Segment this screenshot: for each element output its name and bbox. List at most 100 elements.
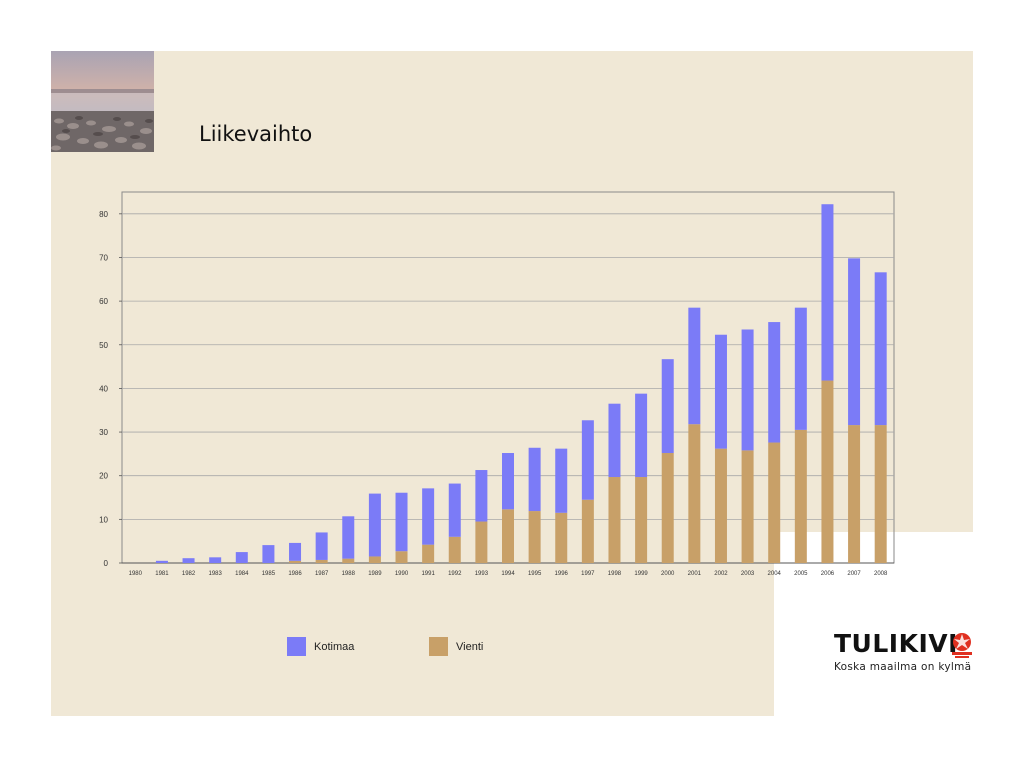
y-tick-label: 70 [99,253,108,262]
x-tick-label: 1986 [288,571,302,577]
bar-kotimaa [714,334,727,449]
flame-logo-icon [952,633,972,658]
x-tick-label: 1988 [342,571,356,577]
bar-kotimaa [475,470,488,522]
x-tick-label: 2004 [768,571,782,577]
y-tick-label: 10 [99,515,108,524]
x-tick-label: 2001 [688,571,702,577]
bar-vienti [342,558,355,563]
x-tick-label: 1984 [235,571,249,577]
bar-vienti [448,536,461,563]
revenue-bar-chart: 0 10 20 30 40 50 60 70 80 1980 1981 1982 1983 1984 198… [99,191,895,577]
bar-kotimaa [368,493,381,557]
slide-title: Liikevaihto [199,122,313,146]
y-tick-label: 80 [99,210,108,219]
bar-vienti [395,551,408,563]
bar-kotimaa [155,560,168,563]
x-tick-label: 1987 [315,571,329,577]
bar-kotimaa [741,329,754,451]
logo-tagline: Koska maailma on kylmä [834,661,972,673]
beach-photo [51,51,154,152]
bar-kotimaa [821,204,834,381]
x-tick-label: 1993 [475,571,489,577]
x-tick-label: 1991 [421,571,435,577]
bar-kotimaa [874,272,887,426]
bar-kotimaa [581,420,594,500]
bar-vienti [315,559,328,563]
bar-kotimaa [688,307,701,425]
bar-vienti [422,544,435,563]
x-tick-label: 1981 [155,571,169,577]
bar-kotimaa [262,545,275,563]
x-tick-label: 2007 [847,571,861,577]
x-tick-label: 2000 [661,571,675,577]
bar-vienti [528,511,541,563]
slide-background-lower [51,531,774,716]
x-tick-label: 1996 [555,571,569,577]
legend-item-kotimaa: Kotimaa [287,637,354,656]
x-tick-label: 2003 [741,571,755,577]
x-tick-label: 2005 [794,571,808,577]
x-tick-label: 2002 [714,571,728,577]
bar-kotimaa [422,488,435,545]
bar-vienti [475,521,488,563]
bar-vienti [688,424,701,563]
bar-kotimaa [555,448,568,513]
bar-kotimaa [794,307,807,430]
x-tick-label: 1985 [262,571,276,577]
bar-vienti [661,453,674,563]
bar-kotimaa [395,492,408,552]
bar-vienti [289,560,302,563]
bar-vienti [741,450,754,563]
bar-vienti [502,509,514,563]
x-tick-label: 2008 [874,571,888,577]
bar-vienti [874,425,887,563]
bar-kotimaa [502,453,514,510]
x-tick-label: 1980 [129,571,143,577]
y-tick-label: 20 [99,472,108,481]
bar-kotimaa [528,447,541,512]
bar-vienti [555,512,568,563]
x-tick-label: 1999 [634,571,648,577]
slide-background [51,51,973,532]
bar-kotimaa [182,558,195,563]
bar-kotimaa [768,322,781,443]
bar-kotimaa [661,359,674,454]
bar-kotimaa [209,557,222,563]
legend-label-vienti: Vienti [456,640,484,653]
bar-kotimaa [289,542,302,561]
bar-vienti [608,477,621,563]
bar-kotimaa [848,258,861,426]
bar-vienti [794,429,807,563]
bar-kotimaa [635,393,648,478]
bar-kotimaa [315,532,328,560]
x-tick-label: 2006 [821,571,835,577]
x-tick-label: 1990 [395,571,409,577]
x-tick-label: 1995 [528,571,542,577]
bar-kotimaa [235,552,248,563]
y-tick-label: 0 [104,559,109,568]
tulikivi-logo: TULIKIVI Koska maailma on kylmä [834,629,972,673]
x-tick-label: 1997 [581,571,595,577]
x-tick-label: 1992 [448,571,462,577]
logo-wordmark: TULIKIVI [834,629,958,658]
bar-kotimaa [608,403,621,478]
bar-vienti [768,442,781,563]
x-tick-label: 1994 [501,571,515,577]
legend-label-kotimaa: Kotimaa [314,640,355,653]
y-tick-label: 50 [99,341,108,350]
bar-vienti [821,380,834,563]
y-tick-label: 30 [99,428,108,437]
x-tick-label: 1982 [182,571,196,577]
bar-vienti [581,499,594,563]
bar-vienti [368,556,381,563]
legend-swatch-vienti [429,637,448,656]
y-tick-label: 40 [99,384,108,393]
x-tick-label: 1989 [368,571,382,577]
bar-vienti [714,448,727,563]
bar-kotimaa [448,483,461,537]
legend-swatch-kotimaa [287,637,306,656]
y-tick-label: 60 [99,297,108,306]
x-tick-label: 1998 [608,571,622,577]
x-tick-label: 1983 [208,571,222,577]
